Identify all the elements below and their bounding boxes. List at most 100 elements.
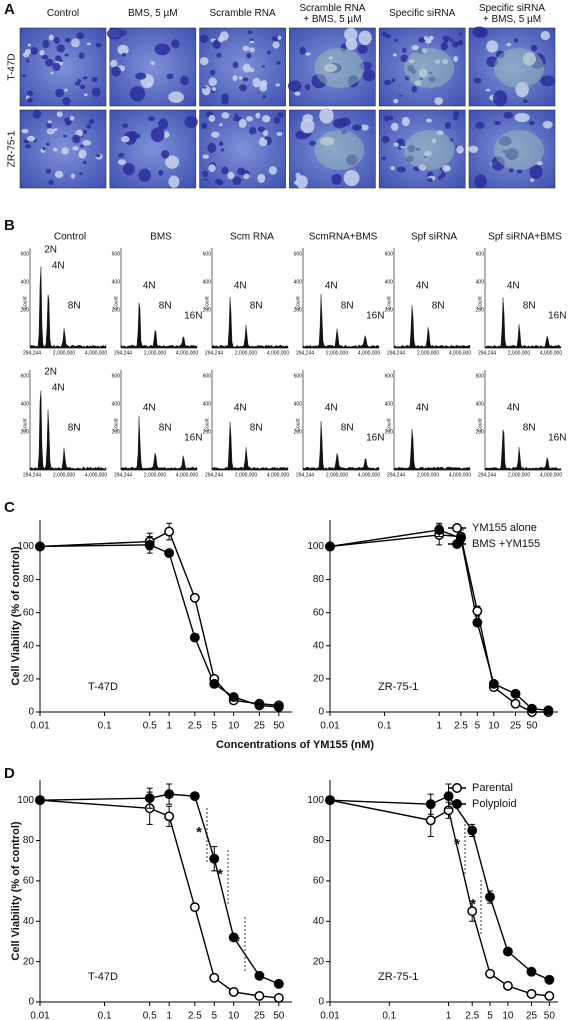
cell: [514, 112, 530, 123]
cell: [468, 145, 479, 153]
panel-label: B: [4, 217, 15, 234]
cell: [449, 138, 454, 143]
cell: [147, 116, 155, 122]
y-tick-label: 200: [21, 307, 30, 313]
cell: [358, 30, 372, 46]
cell: [135, 72, 147, 80]
cell: [180, 75, 189, 86]
x-tick-label: 10: [228, 721, 240, 732]
micrograph: [106, 27, 197, 107]
data-point: [189, 592, 200, 603]
x-tick-label: 10: [502, 1011, 514, 1020]
cell: [530, 178, 535, 182]
cell: [427, 177, 433, 182]
cell: [319, 136, 335, 146]
column-title: Specific siRNA: [389, 8, 455, 19]
cell: [352, 124, 362, 131]
cell: [423, 151, 432, 157]
histogram-shape: [393, 428, 471, 471]
cell: [95, 42, 102, 48]
y-tick-label: 200: [294, 307, 303, 313]
cell: [456, 145, 464, 154]
peak-label: 4N: [507, 281, 520, 292]
y-tick-label: 200: [294, 429, 303, 435]
cell: [434, 97, 443, 105]
cell: [56, 44, 65, 53]
data-point: [425, 815, 436, 826]
cell: [459, 32, 463, 36]
cell: [495, 50, 505, 59]
cell: [323, 63, 338, 73]
x-tick-label: 25: [526, 1011, 538, 1020]
x-tick-label: 0.1: [98, 721, 112, 732]
histogram-shape: [211, 297, 289, 349]
y-tick-label: 400: [21, 401, 30, 407]
cell: [62, 97, 71, 106]
peak-label: 8N: [432, 301, 445, 312]
x-tick-label: 1: [436, 721, 442, 732]
x-tick-label: 4,000,000: [449, 350, 471, 356]
x-tick-label: 50: [526, 721, 538, 732]
cell: [166, 73, 174, 80]
cell: [515, 81, 529, 98]
micrograph: [289, 107, 376, 189]
x-tick-label: 2.5: [465, 1011, 479, 1020]
micrograph: [19, 109, 107, 189]
cell: [423, 36, 429, 41]
peak-label: 4N: [234, 281, 247, 292]
cell: [381, 135, 390, 144]
cell: [404, 75, 411, 81]
peak-label: 4N: [325, 281, 338, 292]
x-tick-label: 4,000,000: [85, 472, 107, 478]
cell-line-label: ZR-75-1: [378, 971, 418, 983]
cell: [184, 116, 198, 128]
cell: [32, 109, 42, 119]
cytoplasm: [494, 48, 544, 88]
cell: [243, 173, 250, 180]
cell: [216, 52, 222, 58]
cell: [339, 117, 351, 127]
peak-label: 8N: [523, 423, 536, 434]
series-line: [39, 530, 279, 707]
histogram-shape: [302, 294, 380, 349]
y-tick-label: 60: [313, 876, 325, 887]
x-tick-label: 4,000,000: [358, 472, 380, 478]
data-point: [485, 968, 495, 979]
peak-label: 2N: [44, 245, 57, 256]
cell: [50, 71, 54, 75]
significance-mark: *: [234, 933, 240, 950]
cell: [343, 169, 360, 187]
y-tick-label: 200: [203, 307, 212, 313]
cell: [70, 38, 80, 48]
data-point: [502, 946, 513, 957]
cell: [117, 44, 129, 55]
cytoplasm: [404, 48, 455, 88]
x-tick-label: 25: [254, 1011, 266, 1020]
data-point: [164, 526, 175, 537]
x-tick-label: 50: [544, 1011, 556, 1020]
cell: [452, 116, 459, 120]
y-axis-label: Count: [204, 418, 210, 432]
cell: [54, 55, 62, 62]
y-tick-label: 400: [476, 401, 485, 407]
cell: [400, 54, 409, 63]
cell: [154, 43, 171, 56]
cell: [80, 144, 84, 148]
x-tick-label: 2,000,000: [417, 350, 439, 356]
column-title: Control: [47, 8, 79, 19]
y-tick-label: 400: [294, 401, 303, 407]
y-tick-label: 600: [21, 251, 30, 257]
cell: [530, 44, 538, 52]
cell: [27, 90, 34, 97]
y-tick-label: 600: [385, 251, 394, 257]
x-tick-label: 2,000,000: [326, 350, 348, 356]
column-title: Scramble RNA + BMS, 5 µM: [299, 3, 365, 25]
cell: [234, 113, 238, 117]
peak-label: 8N: [159, 301, 172, 312]
cell: [391, 78, 396, 83]
peak-label: 16N: [184, 311, 202, 322]
cell: [27, 97, 33, 103]
cell: [221, 112, 230, 119]
